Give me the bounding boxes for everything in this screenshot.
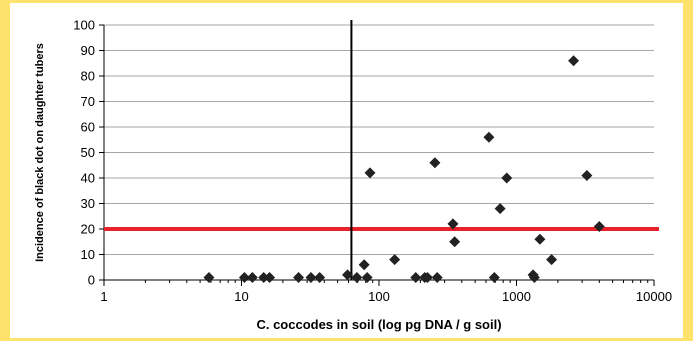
data-point [483, 131, 495, 143]
y-tick-label: 30 [81, 196, 95, 211]
data-point [431, 271, 443, 283]
data-point [494, 203, 506, 215]
data-point [528, 271, 540, 283]
y-tick-label: 80 [81, 69, 95, 84]
data-point [429, 157, 441, 169]
y-tick-label: 70 [81, 94, 95, 109]
data-point [246, 271, 258, 283]
data-point [293, 271, 305, 283]
y-tick-label: 90 [81, 43, 95, 58]
data-point [238, 271, 250, 283]
data-point [314, 271, 326, 283]
data-point [264, 271, 276, 283]
data-point [449, 236, 461, 248]
y-tick-label: 100 [73, 18, 95, 33]
data-point [203, 271, 215, 283]
y-tick-label: 50 [81, 145, 95, 160]
data-point [341, 269, 353, 281]
data-point [534, 233, 546, 245]
y-tick-label: 60 [81, 120, 95, 135]
x-tick-label: 1000 [502, 289, 531, 304]
data-point [305, 271, 317, 283]
y-axis-ticks: 0 10 20 30 40 50 60 70 80 90 100 [73, 18, 104, 288]
data-point [593, 220, 605, 232]
data-point [447, 218, 459, 230]
data-point [361, 271, 373, 283]
data-point [568, 55, 580, 67]
x-tick-label: 10000 [636, 289, 672, 304]
data-point [351, 271, 363, 283]
y-tick-label: 10 [81, 247, 95, 262]
x-axis-title: C. coccodes in soil (log pg DNA / g soil… [256, 317, 501, 332]
y-tick-label: 0 [88, 273, 95, 288]
x-axis-ticks: 1 10 100 1000 10000 [100, 280, 672, 304]
y-axis-title: Incidence of black dot on daughter tuber… [34, 43, 46, 262]
data-point [488, 271, 500, 283]
data-point [364, 167, 376, 179]
data-point [358, 259, 370, 271]
data-point [410, 271, 422, 283]
data-points [203, 55, 605, 283]
data-point [389, 254, 401, 266]
reference-lines [104, 20, 659, 280]
y-tick-label: 20 [81, 222, 95, 237]
data-point [581, 169, 593, 181]
y-tick-label: 40 [81, 171, 95, 186]
data-point [501, 172, 513, 184]
x-tick-label: 100 [368, 289, 390, 304]
x-tick-label: 10 [234, 289, 248, 304]
data-point [258, 271, 270, 283]
data-point [546, 254, 558, 266]
data-point [421, 271, 433, 283]
x-tick-label: 1 [100, 289, 107, 304]
